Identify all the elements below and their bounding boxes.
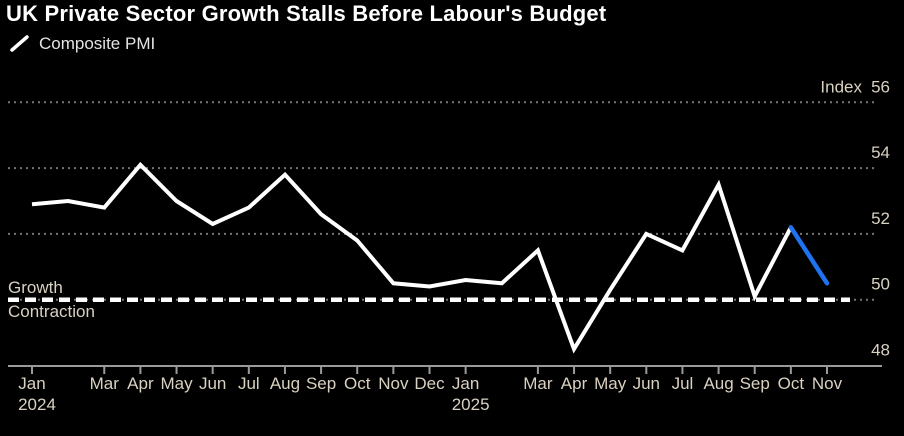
x-axis-tick-label: May [160, 374, 193, 393]
y-axis-tick-label: 56 [871, 77, 890, 96]
x-axis-tick-label: Jun [633, 374, 660, 393]
x-axis-tick-label: Mar [90, 374, 120, 393]
x-axis-tick-label: Oct [344, 374, 371, 393]
x-axis-tick-label: Nov [812, 374, 843, 393]
y-axis-tick-label: 48 [871, 341, 890, 360]
x-axis-tick-label: Jan [18, 374, 45, 393]
x-axis-tick-label: Apr [127, 374, 154, 393]
x-axis-tick-label: Oct [778, 374, 805, 393]
chart-title: UK Private Sector Growth Stalls Before L… [6, 1, 607, 26]
pmi-series-line [31, 161, 793, 354]
x-axis-year-label: 2025 [452, 395, 490, 414]
y-axis-unit-label: Index [820, 77, 862, 96]
x-axis-tick-label: Jul [238, 374, 260, 393]
y-axis-tick-label: 50 [871, 275, 890, 294]
growth-label: Growth [8, 278, 63, 297]
x-axis-tick-label: Jan [452, 374, 479, 393]
x-axis-tick-label: Mar [523, 374, 553, 393]
line-slash-icon [10, 35, 29, 52]
x-axis-tick-label: Jul [672, 374, 694, 393]
legend-item-label: Composite PMI [39, 34, 156, 53]
legend: Composite PMI [10, 34, 155, 54]
x-axis-tick-label: Nov [378, 374, 409, 393]
x-axis-tick-label: Apr [561, 374, 588, 393]
x-axis-tick-label: Dec [414, 374, 445, 393]
pmi-forecast-segment [788, 225, 830, 286]
x-axis-tick-label: Sep [740, 374, 770, 393]
x-axis-tick-label: Aug [270, 374, 300, 393]
x-axis-tick-label: Sep [306, 374, 336, 393]
x-axis-year-label: 2024 [18, 395, 56, 414]
y-axis-tick-label: 54 [871, 143, 890, 162]
x-axis-tick-label: Jun [199, 374, 226, 393]
x-axis-tick-label: May [594, 374, 627, 393]
contraction-label: Contraction [8, 302, 95, 321]
x-axis-tick-label: Aug [703, 374, 733, 393]
y-axis-tick-label: 52 [871, 209, 890, 228]
